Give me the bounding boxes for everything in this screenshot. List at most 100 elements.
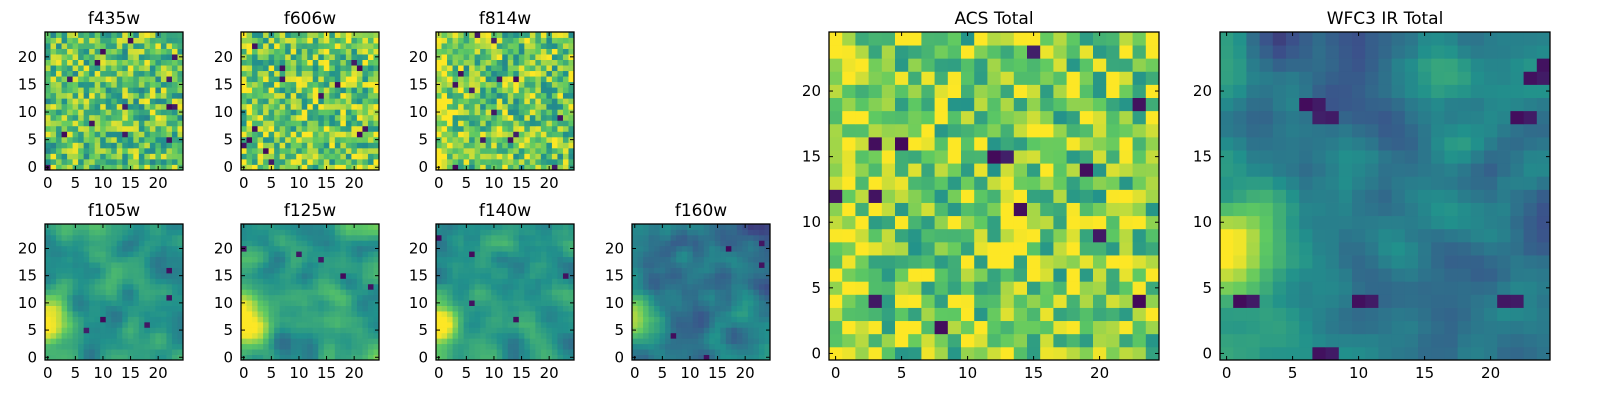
heatmap-cell bbox=[557, 343, 564, 350]
heatmap-cell bbox=[458, 59, 464, 66]
heatmap-cell bbox=[127, 316, 134, 323]
heatmap-cell bbox=[441, 294, 448, 301]
heatmap-cell bbox=[78, 76, 85, 83]
heatmap-cell bbox=[458, 136, 464, 143]
heatmap-cell bbox=[659, 272, 666, 279]
heatmap-cell bbox=[166, 251, 173, 258]
heatmap-cell bbox=[1145, 333, 1160, 348]
heatmap-cell bbox=[441, 278, 448, 285]
heatmap-cell bbox=[83, 109, 90, 116]
heatmap-cell bbox=[447, 98, 453, 105]
heatmap-cell bbox=[725, 321, 732, 328]
heatmap-cell bbox=[285, 311, 292, 317]
heatmap-cell bbox=[105, 262, 112, 268]
heatmap-cell bbox=[485, 278, 492, 285]
heatmap-cell bbox=[829, 268, 843, 282]
heatmap-cell bbox=[252, 120, 258, 127]
heatmap-cell bbox=[676, 240, 683, 247]
heatmap-cell bbox=[155, 332, 162, 339]
heatmap-cell bbox=[155, 54, 162, 60]
heatmap-cell bbox=[436, 240, 442, 247]
heatmap-cell bbox=[78, 70, 85, 77]
heatmap-cell bbox=[274, 251, 281, 258]
heatmap-cell bbox=[535, 267, 542, 274]
heatmap-cell bbox=[149, 338, 156, 345]
heatmap-cell bbox=[45, 229, 51, 236]
heatmap-cell bbox=[257, 338, 264, 345]
heatmap-cell bbox=[274, 120, 281, 127]
heatmap-cell bbox=[246, 283, 253, 290]
heatmap-cell bbox=[133, 272, 140, 279]
heatmap-cell bbox=[345, 48, 352, 55]
heatmap-cell bbox=[340, 251, 347, 258]
heatmap-cell bbox=[529, 109, 536, 116]
heatmap-cell bbox=[323, 92, 330, 99]
heatmap-cell bbox=[643, 224, 649, 230]
heatmap-cell bbox=[356, 92, 363, 99]
heatmap-cell bbox=[480, 87, 487, 94]
heatmap-cell bbox=[491, 48, 498, 55]
heatmap-cell bbox=[524, 294, 531, 301]
heatmap-cell bbox=[345, 224, 352, 230]
heatmap-cell bbox=[171, 283, 178, 290]
heatmap-cell bbox=[496, 321, 503, 328]
heatmap-cell bbox=[301, 332, 308, 339]
heatmap-cell bbox=[257, 327, 264, 334]
heatmap-cell bbox=[133, 251, 140, 258]
heatmap-cell bbox=[540, 272, 547, 279]
heatmap-cell bbox=[340, 305, 347, 312]
heatmap-cell bbox=[127, 120, 134, 127]
heatmap-cell bbox=[469, 136, 476, 143]
heatmap-cell bbox=[351, 37, 358, 44]
heatmap-cell bbox=[252, 283, 258, 290]
heatmap-cell bbox=[362, 300, 369, 306]
heatmap-cell bbox=[279, 332, 286, 339]
heatmap-cell bbox=[78, 92, 85, 99]
heatmap-cell bbox=[67, 321, 73, 328]
heatmap-cell bbox=[491, 87, 498, 94]
heatmap-cell bbox=[731, 224, 738, 230]
heatmap-cell bbox=[540, 294, 547, 301]
heatmap-cell bbox=[654, 229, 660, 236]
heatmap-cell bbox=[160, 81, 167, 88]
heatmap-cell bbox=[491, 245, 498, 252]
heatmap-cell bbox=[665, 262, 672, 268]
heatmap-cell bbox=[257, 234, 264, 241]
heatmap-cell bbox=[447, 153, 453, 160]
heatmap-cell bbox=[947, 268, 962, 282]
heatmap-cell bbox=[138, 164, 145, 171]
heatmap-cell bbox=[367, 311, 374, 317]
heatmap-cell bbox=[78, 251, 85, 258]
heatmap-cell bbox=[296, 338, 303, 345]
heatmap-cell bbox=[356, 294, 363, 301]
heatmap-cell bbox=[257, 316, 264, 323]
heatmap-cell bbox=[160, 245, 167, 252]
heatmap-cell bbox=[648, 305, 655, 312]
heatmap-cell bbox=[257, 43, 264, 49]
heatmap-cell bbox=[94, 37, 101, 44]
heatmap-cell bbox=[78, 294, 85, 301]
heatmap-cell bbox=[1119, 307, 1133, 322]
heatmap-cell bbox=[681, 294, 688, 301]
heatmap-cell bbox=[334, 164, 341, 171]
heatmap-cell bbox=[356, 125, 363, 132]
heatmap-cell bbox=[736, 327, 743, 334]
heatmap-cell bbox=[469, 245, 476, 252]
heatmap-cell bbox=[127, 43, 134, 49]
heatmap-cell bbox=[546, 109, 553, 116]
heatmap-cell bbox=[1066, 189, 1081, 203]
heatmap-cell bbox=[632, 305, 638, 312]
heatmap-cell bbox=[83, 59, 90, 66]
heatmap-cell bbox=[1013, 241, 1028, 256]
heatmap-cell bbox=[632, 332, 638, 339]
heatmap-cell bbox=[263, 158, 269, 165]
heatmap-cell bbox=[529, 240, 536, 247]
heatmap-cell bbox=[50, 120, 57, 127]
heatmap-cell bbox=[263, 272, 269, 279]
heatmap-cell bbox=[89, 278, 96, 285]
heatmap-cell bbox=[133, 300, 140, 306]
heatmap-cell bbox=[485, 125, 492, 132]
heatmap-cell bbox=[307, 59, 314, 66]
heatmap-cell bbox=[56, 224, 62, 230]
